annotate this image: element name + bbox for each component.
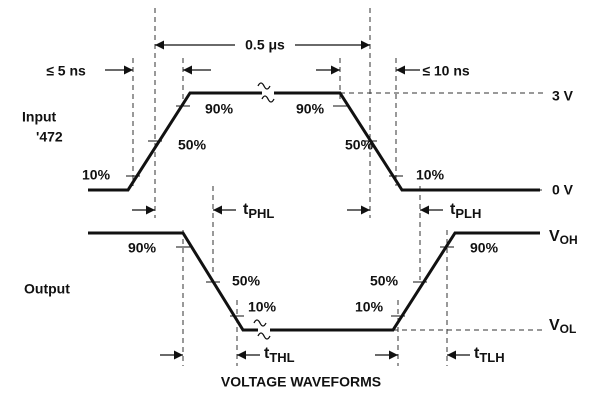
input-level: 10% xyxy=(416,167,445,183)
level-ticks xyxy=(126,105,454,317)
tplh-label: tPLH xyxy=(450,201,481,221)
rise-limit: ≤ 5 ns xyxy=(46,63,86,79)
break-mark xyxy=(253,319,271,340)
tthl-label: tTHL xyxy=(264,345,295,365)
input-level: 10% xyxy=(82,167,111,183)
caption: VOLTAGE WAVEFORMS xyxy=(221,374,381,390)
tplh-main: t xyxy=(450,201,456,218)
tphl-sub: PHL xyxy=(248,206,274,221)
low-level: 0 V xyxy=(552,182,574,198)
output-label: Output xyxy=(24,281,70,297)
tphl-main: t xyxy=(243,201,249,218)
vol-sub: OL xyxy=(560,322,577,336)
tthl-main: t xyxy=(264,345,270,362)
input-label: Input xyxy=(22,109,57,125)
output-level: 10% xyxy=(248,299,277,315)
output-level: 10% xyxy=(355,299,384,315)
voh-main: V xyxy=(549,228,560,245)
output-level: 50% xyxy=(232,273,261,289)
tphl-label: tPHL xyxy=(243,201,274,221)
input-level: 50% xyxy=(345,137,374,153)
output-level: 90% xyxy=(470,240,499,256)
high-level: 3 V xyxy=(552,88,574,104)
input-level: 90% xyxy=(296,101,325,117)
tthl-sub: THL xyxy=(269,350,294,365)
input-level: 50% xyxy=(178,137,207,153)
fall-limit: ≤ 10 ns xyxy=(422,63,470,79)
ttlh-label: tTLH xyxy=(474,345,505,365)
tplh-sub: PLH xyxy=(455,206,481,221)
arrows xyxy=(105,40,470,360)
vol-main: V xyxy=(549,317,560,334)
input-level: 90% xyxy=(205,101,234,117)
ttlh-sub: TLH xyxy=(479,350,504,365)
part-label: '472 xyxy=(36,129,63,145)
voh-label: VOH xyxy=(549,228,578,247)
voh-sub: OH xyxy=(560,233,578,247)
pulse-width: 0.5 μs xyxy=(245,37,285,53)
vol-label: VOL xyxy=(549,317,576,336)
ttlh-main: t xyxy=(474,345,480,362)
output-level: 90% xyxy=(128,240,157,256)
output-level: 50% xyxy=(370,273,399,289)
reference-lines xyxy=(132,8,545,366)
break-mark xyxy=(257,82,275,103)
